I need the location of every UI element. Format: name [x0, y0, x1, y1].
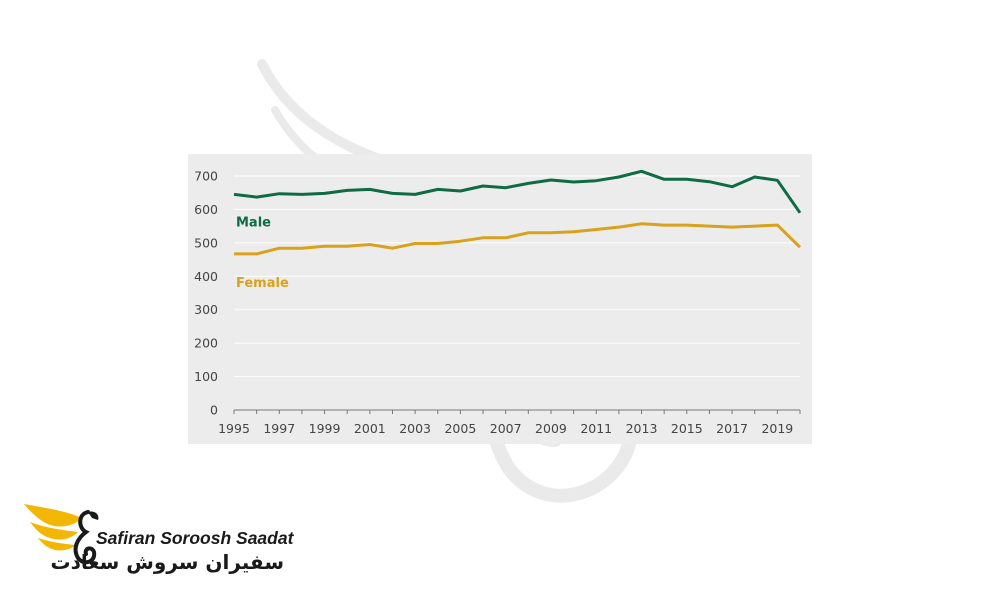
y-tick-label: 0	[210, 403, 218, 418]
x-tick-label: 2005	[444, 421, 476, 436]
female-series-label: Female	[236, 276, 289, 291]
y-tick-label: 400	[194, 269, 218, 284]
logo-text-persian: سفیران سروش سعادت	[50, 550, 285, 574]
x-tick-label: 2011	[580, 421, 612, 436]
logo-wing-middle	[30, 522, 78, 540]
x-tick-label: 1995	[218, 421, 250, 436]
male-series-label: Male	[236, 215, 271, 230]
x-tick-label: 1997	[263, 421, 295, 436]
male-series-line	[233, 169, 802, 214]
x-tick-label: 2019	[761, 421, 793, 436]
company-logo: Safiran Soroosh Saadat سفیران سروش سعادت	[20, 490, 300, 580]
y-tick-label: 200	[194, 336, 218, 351]
logo-swan-head	[88, 511, 99, 520]
logo-swan-neck	[73, 510, 97, 565]
chart-panel: 0 100 200 300 400 500 600 700 1995 1997 1999 2001 20…	[188, 154, 812, 444]
x-tick-label: 2007	[490, 421, 522, 436]
logo-text-english: Safiran Soroosh Saadat	[96, 528, 294, 548]
swan-wings-logo-icon	[24, 504, 99, 565]
x-tick-label: 2009	[535, 421, 567, 436]
logo-wing-upper	[24, 504, 82, 527]
x-tick-label: 2017	[716, 421, 748, 436]
y-tick-label: 100	[194, 369, 218, 384]
y-tick-label: 500	[194, 235, 218, 250]
y-tick-label: 300	[194, 302, 218, 317]
x-tick-label: 2013	[626, 421, 658, 436]
x-tick-label: 2001	[354, 421, 386, 436]
line-chart: 0 100 200 300 400 500 600 700 1995 1997 1999 2001 20…	[194, 169, 802, 436]
x-tick-label: 2003	[399, 421, 431, 436]
y-tick-label: 700	[194, 169, 218, 184]
logo-wing-lower	[38, 538, 76, 551]
y-tick-label: 600	[194, 202, 218, 217]
x-tick-label: 2015	[671, 421, 703, 436]
x-tick-label: 1999	[309, 421, 341, 436]
female-series-line	[234, 222, 802, 256]
